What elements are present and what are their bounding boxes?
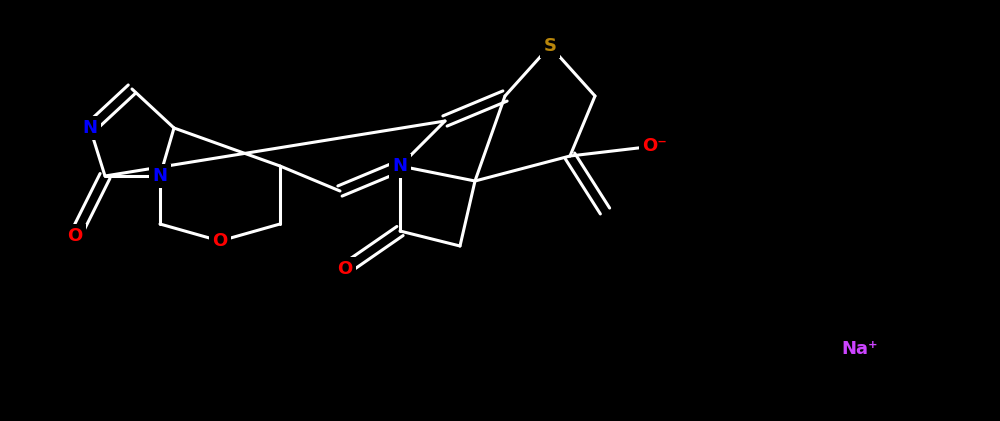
Text: O: O (212, 232, 228, 250)
Text: Na⁺: Na⁺ (842, 340, 878, 358)
Text: N: N (392, 157, 408, 175)
Text: O: O (67, 227, 83, 245)
Text: N: N (82, 119, 98, 137)
Text: N: N (152, 167, 168, 185)
Text: O: O (337, 260, 353, 278)
Text: O⁻: O⁻ (643, 137, 667, 155)
Text: S: S (544, 37, 556, 55)
